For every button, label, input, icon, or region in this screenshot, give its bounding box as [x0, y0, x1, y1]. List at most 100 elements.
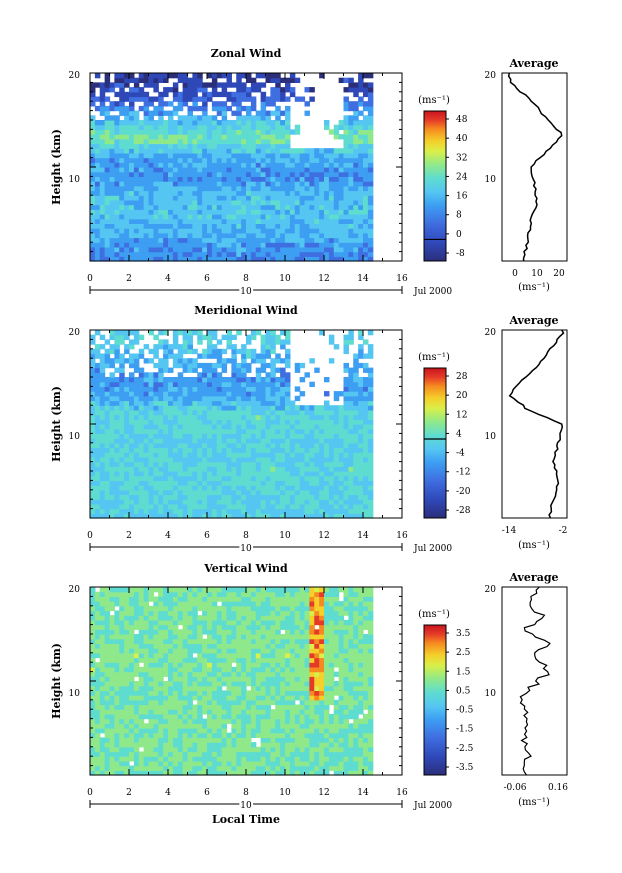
- heatmap-cell: [304, 209, 310, 215]
- heatmap-cell: [133, 171, 140, 177]
- heatmap-cell: [153, 756, 159, 762]
- heatmap-cell: [289, 400, 296, 406]
- heatmap-cell: [129, 181, 135, 187]
- heatmap-cell: [236, 246, 242, 253]
- heatmap-cell: [363, 115, 369, 121]
- heatmap-cell: [328, 339, 335, 345]
- heatmap-cell: [211, 129, 218, 135]
- heatmap-cell: [236, 251, 242, 257]
- heatmap-cell: [94, 367, 101, 373]
- heatmap-cell: [353, 367, 359, 373]
- heatmap-cell: [280, 438, 286, 444]
- heatmap-cell: [109, 232, 115, 239]
- heatmap-cell: [148, 471, 154, 477]
- heatmap-cell: [246, 110, 252, 116]
- heatmap-cell: [246, 728, 252, 734]
- heatmap-cell: [265, 386, 271, 392]
- heatmap-cell: [138, 171, 145, 177]
- heatmap-cell: [226, 508, 232, 514]
- heatmap-cell: [202, 395, 208, 402]
- heatmap-cell: [202, 87, 208, 93]
- heatmap-cell: [275, 204, 281, 210]
- heatmap-cell: [143, 728, 150, 734]
- heatmap-cell: [163, 138, 169, 145]
- heatmap-cell: [129, 728, 135, 734]
- heatmap-cell: [172, 232, 179, 239]
- heatmap-cell: [231, 134, 237, 140]
- heatmap-cell: [153, 77, 159, 83]
- colorbar-unit: (ms⁻¹): [418, 352, 450, 363]
- heatmap-cell: [275, 395, 281, 402]
- heatmap-cell: [333, 489, 340, 496]
- heatmap-cell: [221, 152, 228, 159]
- heatmap-cell: [241, 209, 247, 215]
- heatmap-cell: [216, 152, 223, 159]
- heatmap-cell: [270, 391, 276, 397]
- heatmap-cell: [294, 162, 301, 168]
- heatmap-cell: [358, 223, 364, 229]
- heatmap-cell: [255, 508, 262, 514]
- heatmap-cell: [109, 438, 115, 444]
- heatmap-cell: [148, 751, 154, 757]
- heatmap-cell: [104, 237, 111, 243]
- heatmap-cell: [94, 181, 101, 187]
- heatmap-cell: [182, 424, 189, 430]
- heatmap-cell: [343, 348, 349, 355]
- average-frame: [501, 329, 568, 519]
- heatmap-cell: [153, 751, 159, 757]
- heatmap-cell: [168, 232, 174, 239]
- heatmap-cell: [309, 489, 315, 496]
- heatmap-cell: [211, 433, 218, 439]
- heatmap-cell: [168, 433, 174, 439]
- heatmap-cell: [197, 456, 203, 463]
- heatmap-cell: [255, 494, 262, 500]
- heatmap-cell: [226, 737, 232, 743]
- heatmap-cell: [241, 480, 247, 486]
- heatmap-cell: [343, 138, 349, 145]
- heatmap-cell: [285, 377, 291, 383]
- heatmap-cell: [319, 466, 325, 472]
- heatmap-cell: [216, 377, 223, 383]
- heatmap-cell: [309, 480, 315, 486]
- heatmap-cell: [324, 185, 330, 192]
- heatmap-cell: [172, 129, 179, 135]
- heatmap-cell: [138, 513, 145, 519]
- heatmap-cell: [94, 503, 101, 510]
- average-x-unit: (ms⁻¹): [518, 282, 550, 293]
- heatmap-cell: [367, 513, 374, 519]
- heatmap-cell: [143, 456, 150, 463]
- heatmap-cell: [255, 195, 262, 201]
- average-x-tick: 10: [531, 269, 543, 279]
- heatmap-cell: [182, 129, 189, 135]
- heatmap-cell: [197, 115, 203, 121]
- heatmap-cell: [192, 185, 198, 192]
- heatmap-cell: [250, 489, 257, 496]
- heatmap-cell: [270, 485, 276, 491]
- heatmap-cell: [221, 428, 228, 434]
- heatmap-cell: [265, 452, 271, 458]
- heatmap-cell: [250, 334, 257, 340]
- heatmap-cell: [260, 718, 267, 724]
- heatmap-cell: [314, 214, 320, 220]
- heatmap-cell: [124, 232, 130, 239]
- heatmap-cell: [138, 228, 145, 234]
- heatmap-cell: [94, 723, 101, 729]
- colorbar-tick-label: 4: [456, 429, 462, 439]
- heatmap-cell: [124, 485, 130, 491]
- heatmap-cell: [299, 456, 306, 463]
- heatmap-cell: [231, 737, 237, 743]
- heatmap-cell: [192, 218, 198, 224]
- heatmap-cell: [119, 143, 125, 149]
- heatmap-cell: [143, 742, 150, 748]
- heatmap-cell: [280, 414, 286, 420]
- heatmap-cell: [163, 242, 169, 248]
- heatmap-cell: [197, 381, 203, 387]
- colorbar-tick-label: 16: [456, 192, 468, 202]
- heatmap-cell: [221, 237, 228, 243]
- heatmap-cell: [99, 334, 106, 340]
- heatmap-cell: [143, 513, 150, 519]
- heatmap-cell: [314, 367, 320, 373]
- heatmap-cell: [119, 181, 125, 187]
